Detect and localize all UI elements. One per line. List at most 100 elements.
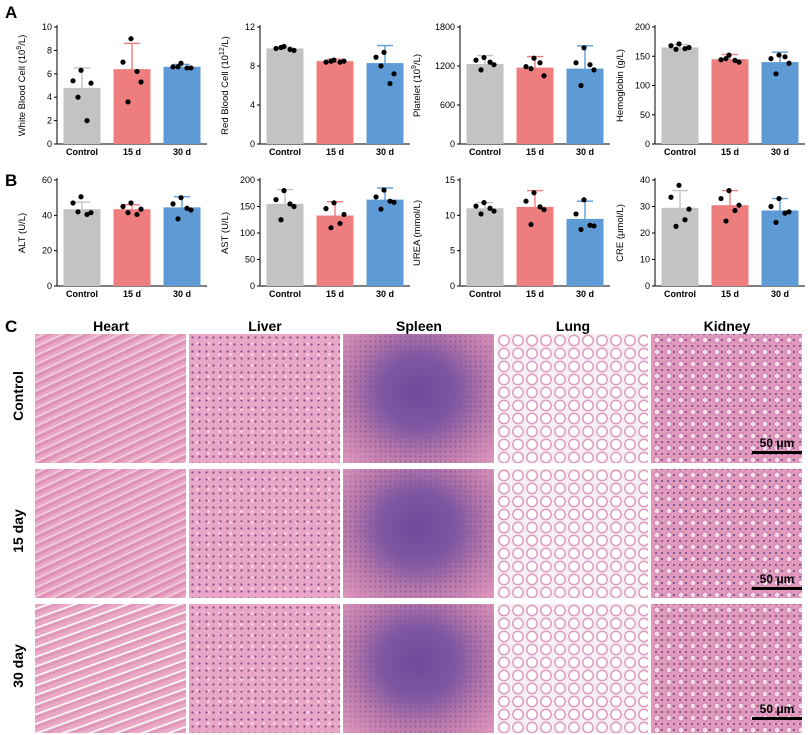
bar [316,215,354,286]
y-tick-label: 20 [640,228,650,238]
y-tick-label: 2 [47,116,52,126]
data-point [341,58,347,64]
y-axis-label-text: AST (U/L) [220,212,231,254]
data-point [188,207,194,213]
y-tick-label: 200 [240,175,255,185]
data-point [328,225,334,231]
y-axis-label: AST (U/L) [220,212,231,254]
data-point [726,188,732,194]
data-point [573,211,579,217]
bar [63,209,101,286]
x-tick-label: Control [269,289,301,299]
data-point [581,45,587,51]
y-axis-label: Platelet (109/L) [411,54,423,117]
data-point [773,219,779,225]
data-point [170,201,176,207]
data-point [491,208,497,214]
y-tick-label: 100 [240,228,255,238]
data-point [541,73,547,79]
data-point [373,54,379,60]
y-tick-label: 8 [250,61,255,71]
data-point [481,54,487,61]
data-point [291,203,297,210]
data-point [281,188,287,194]
y-tick-label: 1200 [435,61,455,71]
x-tick-label: Control [469,289,501,299]
y-tick-label: 1800 [435,22,455,32]
data-point [128,36,134,42]
panel-label-c: C [5,317,18,336]
data-point [134,68,140,75]
data-point [541,207,547,213]
data-point [773,71,779,77]
data-point [170,64,176,70]
data-point [138,206,144,212]
x-tick-label: 15 d [721,289,739,299]
data-point [125,210,131,216]
data-point [587,222,593,228]
x-tick-label: 30 d [376,289,394,299]
histology-image-liver-30day [189,604,340,733]
data-point [128,200,134,206]
data-point [528,66,534,72]
data-point [88,210,94,216]
y-tick-label: 0 [47,281,52,291]
data-point [88,80,94,86]
data-point [776,195,782,202]
data-point [718,57,724,63]
data-point [786,60,792,66]
bar [661,47,699,144]
y-tick-label: 0 [250,281,255,291]
data-point [578,226,584,233]
y-tick-label: 100 [635,81,650,91]
data-point [391,71,397,77]
data-point [736,59,742,65]
histology-image-lung-30day [497,604,648,733]
bar [316,61,354,144]
data-point [278,217,284,223]
bar [466,64,504,144]
y-tick-label: 200 [635,22,650,32]
row-header-15day: 15 day [10,509,26,553]
x-tick-label: 30 d [576,147,594,157]
scale-bar-line [752,717,802,720]
data-point [723,55,729,62]
bar [661,207,699,286]
histology-image-spleen-15day [343,469,494,598]
x-tick-label: Control [469,147,501,157]
y-tick-label: 0 [645,139,650,149]
y-axis-label: UREA (mmol/L) [412,200,423,266]
histology-image-liver-15day [189,469,340,598]
data-point [391,199,397,205]
data-point [487,59,493,65]
histology-image-lung-15day [497,469,648,598]
data-point [178,60,184,66]
col-header-liver: Liver [248,318,282,334]
y-axis-label: ALT (U/L) [17,213,28,253]
y-tick-label: 0 [47,139,52,149]
data-point [120,203,126,210]
bar [566,218,604,286]
data-point [188,65,194,71]
data-point [287,201,293,207]
histology-image-heart-15day [35,469,186,598]
data-point [732,57,738,63]
data-point [84,118,90,124]
y-tick-label: 40 [42,210,52,220]
data-point [75,209,81,215]
y-tick-label: 4 [250,100,255,110]
bar [761,210,799,286]
data-point [591,223,597,229]
y-tick-label: 0 [250,139,255,149]
data-point [786,209,792,215]
data-point [478,211,484,217]
y-tick-label: 60 [42,175,52,185]
y-tick-label: 0 [645,281,650,291]
data-point [523,64,529,70]
bar [266,48,304,145]
scale-bar-row2: 50 μm [752,572,802,590]
y-tick-label: 20 [42,246,52,256]
panel-label-a: A [5,3,18,22]
y-axis-label-text: White Blood Cell (10 [17,50,28,137]
x-tick-label: 30 d [771,289,789,299]
